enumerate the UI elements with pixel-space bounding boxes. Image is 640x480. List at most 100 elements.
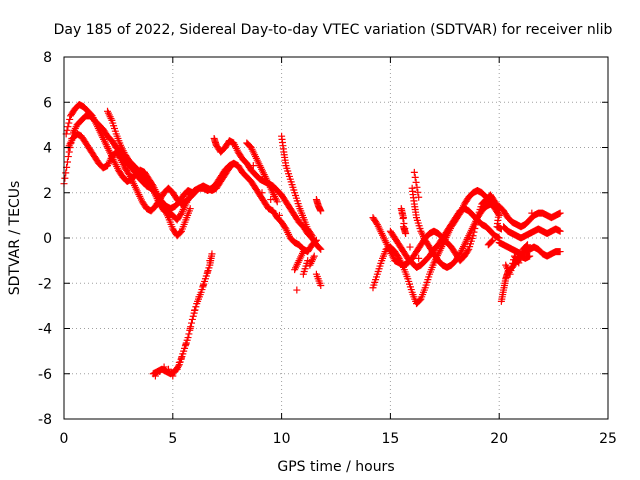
x-tick-label: 10 (273, 431, 291, 447)
data-point (307, 230, 315, 238)
data-point (188, 319, 196, 327)
y-tick-label: 4 (43, 141, 52, 157)
series-arc-e (186, 159, 320, 256)
data-point (63, 126, 71, 134)
data-point (178, 354, 186, 362)
data-point (164, 365, 172, 373)
series-arc-g (243, 132, 325, 294)
series-arc-c (64, 130, 199, 215)
y-axis: -8 -6 -4 -2 0 2 4 6 8 (38, 50, 608, 428)
data-point (526, 252, 534, 260)
data-point (506, 270, 514, 278)
data-point (63, 158, 71, 166)
series-arc-n (495, 239, 564, 305)
data-point (507, 267, 515, 275)
data-point (317, 207, 325, 215)
data-point (189, 312, 197, 320)
data-point (249, 162, 257, 170)
y-axis-label: SDTVAR / TECUs (7, 181, 23, 296)
x-tick-label: 5 (168, 431, 177, 447)
data-point (64, 153, 72, 161)
data-point (509, 259, 517, 267)
data-point (556, 209, 564, 217)
y-tick-label: -6 (38, 367, 52, 383)
data-point (412, 178, 420, 186)
data-point (258, 189, 266, 197)
data-point (273, 198, 281, 206)
data-point (488, 237, 496, 245)
y-tick-label: -8 (38, 412, 52, 428)
data-point (556, 248, 564, 256)
data-point (317, 282, 325, 290)
data-point (411, 173, 419, 181)
data-point (156, 367, 164, 375)
data-point (401, 224, 409, 232)
data-point (206, 257, 214, 265)
x-axis: 0 5 10 15 20 25 (60, 57, 617, 447)
data-point (175, 358, 183, 366)
data-point (310, 252, 318, 260)
data-point (275, 211, 283, 219)
data-point (402, 229, 410, 237)
x-tick-label: 15 (381, 431, 399, 447)
data-point (188, 315, 196, 323)
x-axis-label: GPS time / hours (277, 459, 394, 475)
series-arc-m (495, 202, 564, 242)
data-point (64, 123, 72, 131)
data-point (464, 247, 472, 255)
data-point (406, 243, 414, 251)
series-arc-j (369, 191, 503, 269)
data-point (160, 363, 168, 371)
y-tick-label: 8 (43, 50, 52, 66)
data-point (267, 196, 275, 204)
data-point (186, 325, 194, 332)
data-point (317, 245, 325, 253)
data-point (556, 227, 564, 235)
data-point (414, 188, 422, 196)
y-tick-label: -4 (38, 322, 52, 338)
series-arc-f (210, 134, 325, 290)
data-point (410, 168, 418, 176)
data-point (66, 115, 74, 123)
data-point (185, 330, 193, 338)
y-tick-label: -2 (38, 276, 52, 292)
data-point (308, 232, 316, 240)
x-tick-label: 25 (599, 431, 617, 447)
data-point (182, 340, 190, 348)
data-point (173, 365, 181, 373)
series-arc-l (397, 184, 505, 271)
data-point (169, 372, 177, 380)
data-point (413, 183, 421, 191)
data-point (184, 334, 192, 342)
data-point (65, 148, 73, 156)
y-tick-label: 6 (43, 95, 52, 111)
x-tick-label: 20 (490, 431, 508, 447)
data-point (299, 248, 307, 256)
data-point (415, 254, 423, 262)
data-point (204, 268, 212, 276)
data-point (195, 293, 203, 301)
data-point (316, 244, 324, 252)
data-point (208, 250, 216, 258)
data-point (174, 362, 182, 370)
data-point (199, 282, 207, 290)
data-point (293, 286, 301, 294)
data-points (60, 101, 564, 380)
data-point (523, 242, 531, 250)
data-point (400, 220, 408, 228)
data-point (151, 372, 159, 380)
data-point (62, 169, 70, 177)
data-point (191, 306, 199, 314)
data-point (61, 174, 69, 182)
x-tick-label: 0 (60, 431, 69, 447)
data-point (508, 263, 516, 271)
data-point (192, 303, 200, 311)
data-point (528, 209, 536, 217)
series-arc-h (149, 250, 216, 380)
y-tick-label: 0 (43, 231, 52, 247)
chart-title: Day 185 of 2022, Sidereal Day-to-day VTE… (54, 22, 613, 38)
data-point (65, 119, 73, 127)
data-point (186, 205, 194, 213)
data-point (523, 241, 531, 249)
